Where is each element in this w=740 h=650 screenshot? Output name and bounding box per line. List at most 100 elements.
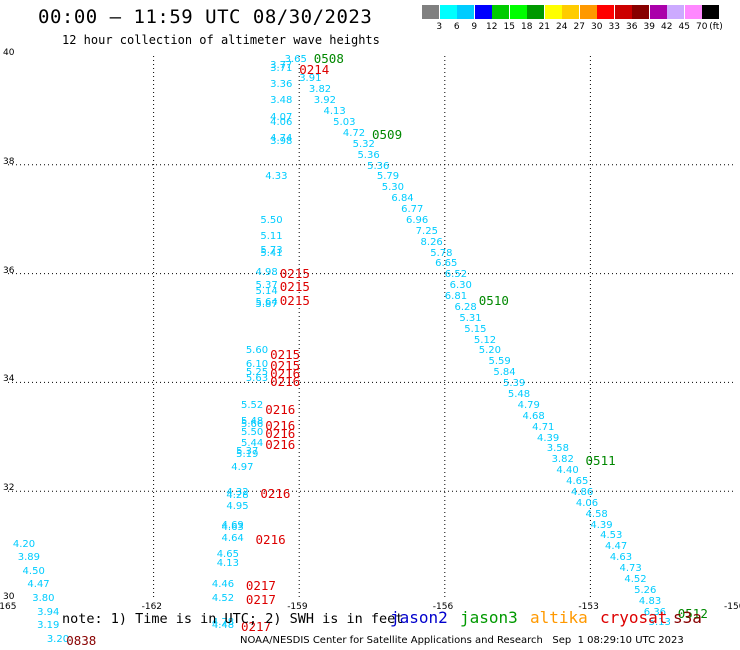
- satellite-legend-jason2: jason2: [390, 608, 448, 627]
- track-time-label: 0510: [478, 292, 509, 308]
- wave-height-value: 3.48: [270, 95, 293, 107]
- footer-credit: NOAA/NESDIS Center for Satellite Applica…: [240, 635, 684, 646]
- wave-height-value: 5.64: [255, 296, 278, 308]
- wave-height-value: 4.28: [226, 489, 249, 501]
- wave-height-value: 3.94: [37, 606, 60, 618]
- wave-height-value: 4.98: [255, 266, 278, 278]
- wave-height-value: 5.37: [236, 446, 259, 458]
- wave-height-value: 4.33: [265, 171, 288, 183]
- color-scale-tick: 21: [538, 22, 550, 32]
- color-swatch: [439, 5, 457, 19]
- wave-height-value: 3.20: [46, 633, 70, 645]
- wave-height-value: 4.86: [570, 486, 594, 498]
- wave-height-value: 5.20: [478, 345, 502, 357]
- track-time-label: 0512: [677, 605, 708, 621]
- wave-height-value: 3.80: [32, 593, 55, 604]
- wave-height-value: 4.47: [604, 541, 628, 553]
- wave-height-value: 4.53: [600, 530, 623, 542]
- wave-height-value: 4.58: [585, 508, 608, 520]
- wave-height-value: 4.20: [12, 538, 36, 550]
- wave-height-value: 6.77: [401, 204, 424, 216]
- color-swatch: [562, 5, 579, 19]
- longitude-tick-label: -159: [287, 602, 308, 612]
- wave-height-value: 5.84: [493, 367, 516, 379]
- track-time-label: 0509: [372, 126, 403, 142]
- wave-height-value: 6.36: [643, 606, 667, 618]
- wave-height-value: 5.32: [352, 138, 375, 150]
- color-scale-tick: 6: [453, 22, 460, 32]
- color-swatch: [579, 5, 597, 19]
- longitude-tick-label: -153: [578, 602, 599, 612]
- latitude-tick-label: 30: [3, 592, 15, 602]
- track-time-label: 0217: [245, 578, 276, 594]
- wave-height-value: 5.79: [376, 171, 400, 183]
- wave-height-value: 6.10: [245, 359, 269, 371]
- track-time-label: 0216: [265, 436, 296, 452]
- wave-height-value: 4.47: [27, 579, 50, 591]
- wave-height-value: 4.74: [270, 133, 293, 145]
- wave-height-value: 6.30: [449, 280, 472, 292]
- latitude-tick-label: 34: [3, 374, 15, 385]
- wave-height-value: 5.36: [357, 149, 380, 161]
- wave-height-value: 5.59: [488, 356, 511, 368]
- track-time-label: 0508: [313, 50, 344, 66]
- color-swatch: [632, 5, 649, 19]
- wave-height-value: 3.91: [299, 73, 322, 85]
- latitude-tick-label: 38: [3, 156, 15, 167]
- track-time-label: 0217: [245, 592, 276, 607]
- wave-height-value: 5.41: [260, 247, 283, 259]
- color-scale-tick: 39: [643, 22, 655, 32]
- color-swatch: [614, 5, 632, 19]
- wave-height-value: 8.26: [420, 236, 443, 248]
- wave-height-value: 5.37: [255, 280, 278, 292]
- wave-height-value: 4.52: [624, 573, 647, 585]
- wave-height-value: 4.32: [226, 486, 249, 498]
- wave-height-value: 5.26: [634, 584, 657, 596]
- wave-height-value: 5.13: [648, 617, 671, 629]
- track-time-label: 0214: [299, 61, 330, 77]
- color-swatch: [492, 5, 509, 19]
- wave-height-value: 5.73: [260, 244, 283, 256]
- wave-height-value: 5.60: [245, 345, 269, 357]
- wave-height-value: 5.63: [245, 372, 269, 384]
- color-scale-unit: (ft): [709, 22, 723, 32]
- color-swatch: [527, 5, 544, 19]
- page-subtitle: 12 hour collection of altimeter wave hei…: [62, 33, 380, 47]
- wave-height-value: 7.25: [415, 225, 438, 237]
- color-scale-tick: 33: [608, 22, 620, 32]
- wave-height-value: 4.78: [211, 617, 235, 629]
- satellite-legend-s3a: s3a: [673, 608, 702, 627]
- color-scale-tick: 70: [696, 22, 708, 32]
- satellite-legend-altika: altika: [530, 608, 588, 627]
- color-swatch: [684, 5, 702, 19]
- wave-height-value: 3.19: [37, 620, 60, 632]
- track-time-label: 0216: [260, 485, 291, 501]
- track-time-label: 0215: [279, 265, 310, 281]
- wave-height-value: 5.11: [260, 231, 283, 243]
- wave-height-value: 4.69: [221, 519, 244, 531]
- map-grid: [8, 56, 736, 600]
- wave-height-value: 4.48: [211, 620, 235, 632]
- wave-height-value: 3.92: [313, 95, 337, 107]
- color-scale-tick: 30: [591, 22, 603, 32]
- wave-height-value: 4.39: [590, 519, 613, 531]
- color-scale-tick: 45: [678, 22, 690, 32]
- track-time-label: 0215: [270, 358, 301, 374]
- wave-height-value: 5.31: [459, 312, 482, 324]
- wave-height-value: 4.65: [566, 476, 589, 488]
- wave-height-value: 4.72: [342, 127, 366, 139]
- wave-height-value: 3.89: [17, 552, 40, 564]
- color-scale-tick: 27: [573, 22, 585, 32]
- wave-height-value: 3.71: [270, 62, 293, 74]
- color-swatch: [649, 5, 667, 19]
- longitude-tick-label: -165: [0, 602, 17, 612]
- track-time-label: 0216: [265, 417, 296, 433]
- wave-height-value: 4.73: [619, 563, 642, 575]
- wave-height-value: 5.48: [240, 416, 264, 428]
- wave-height-value: 5.15: [464, 323, 487, 335]
- wave-height-value: 4.64: [221, 533, 244, 545]
- wave-height-value: 6.81: [444, 291, 468, 303]
- wave-height-value: 5.19: [236, 448, 259, 460]
- page-title: 00:00 – 11:59 UTC 08/30/2023: [38, 6, 373, 28]
- color-scale-tick: 42: [661, 22, 673, 32]
